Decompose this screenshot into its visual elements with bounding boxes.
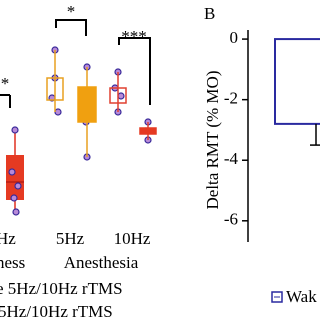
- box: [6, 155, 24, 200]
- y-tick-label: -4: [224, 149, 239, 168]
- legend-label: 5Hz/10Hz rTMS: [0, 302, 113, 320]
- group-label: 10Hz: [114, 229, 151, 248]
- panel-b: 0 -2 -4 -6 Wak: [224, 28, 320, 306]
- bracket: [118, 37, 151, 105]
- panel-a: * * *** Hz 5Hz 10Hz ness Anesthesia e 5H…: [0, 2, 157, 320]
- significance: *: [67, 2, 76, 21]
- bar: [274, 38, 320, 125]
- condition-label: Anesthesia: [64, 253, 139, 272]
- y-tick-label: -2: [224, 89, 238, 108]
- significance: *: [1, 74, 10, 93]
- significance: ***: [121, 27, 147, 46]
- boxes: [46, 50, 157, 157]
- y-axis-label: Delta RMT (% MO): [203, 71, 222, 210]
- bracket: [55, 19, 87, 36]
- y-tick-label: 0: [230, 28, 239, 47]
- group-label: 5Hz: [56, 229, 85, 248]
- group-label: Hz: [0, 229, 16, 248]
- condition-label: ness: [0, 253, 25, 272]
- panel-label: B: [204, 4, 215, 23]
- points: [8, 46, 152, 216]
- legend-label: e 5Hz/10Hz rTMS: [0, 279, 123, 298]
- y-tick-label: -6: [224, 210, 238, 229]
- legend-label: Wak: [286, 287, 317, 306]
